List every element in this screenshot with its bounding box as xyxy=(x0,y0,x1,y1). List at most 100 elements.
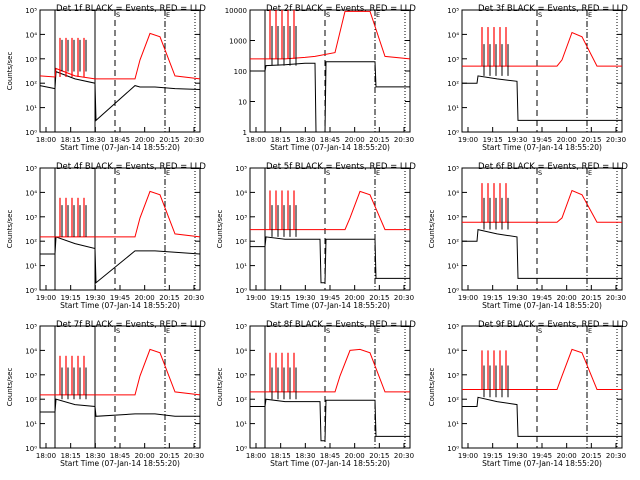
x-tick-label: 20:30 xyxy=(184,136,204,144)
y-tick-label: 10³ xyxy=(447,56,459,64)
x-tick-label: 18:30 xyxy=(85,136,105,144)
x-tick-label: 20:15 xyxy=(581,294,601,302)
y-tick-label: 10¹ xyxy=(447,421,459,429)
marker-label: S xyxy=(538,327,542,335)
x-tick-label: 20:00 xyxy=(557,452,577,460)
lld-series-line xyxy=(250,348,410,393)
y-tick-label: 10⁴ xyxy=(447,347,459,355)
plot-frame xyxy=(461,9,623,133)
x-axis-label: Start Time (07-Jan-14 18:55:20) xyxy=(270,143,390,152)
x-tick-label: 19:45 xyxy=(532,136,552,144)
detector-panel: Det 6f BLACK = Events, RED = LLD 10⁰ 10¹ 10… xyxy=(428,162,628,310)
y-tick-label: 10³ xyxy=(447,214,459,222)
x-tick-label: 18:00 xyxy=(36,136,56,144)
marker-label: E xyxy=(166,169,170,177)
detector-panel: Det 2f BLACK = Events, RED = LLD 1 10 100 10… xyxy=(225,4,417,152)
panel-title: Det 5f BLACK = Events, RED = LLD xyxy=(266,162,416,172)
plot-frame xyxy=(249,167,411,291)
y-tick-label: 10² xyxy=(25,238,37,246)
x-tick-label: 19:00 xyxy=(36,294,56,302)
plot-frame xyxy=(249,325,411,449)
detector-panel: Det 4f BLACK = Events, RED = LLD 10⁰ 10¹ 10… xyxy=(6,162,206,310)
x-tick-label: 20:15 xyxy=(581,136,601,144)
x-tick-label: 19:15 xyxy=(483,294,503,302)
plot-frame xyxy=(461,325,623,449)
marker-label: S xyxy=(326,11,330,19)
x-tick-label: 20:30 xyxy=(606,452,626,460)
panel-title: Det 1f BLACK = Events, RED = LLD xyxy=(56,4,206,14)
y-tick-label: 10000 xyxy=(225,7,247,15)
y-tick-label: 10⁴ xyxy=(447,189,459,197)
x-tick-label: 18:00 xyxy=(246,136,266,144)
marker-label: E xyxy=(376,11,380,19)
x-tick-label: 18:30 xyxy=(295,136,315,144)
x-tick-label: 19:45 xyxy=(320,294,340,302)
lld-series-line xyxy=(462,348,622,390)
marker-label: E xyxy=(588,11,592,19)
x-tick-label: 18:15 xyxy=(271,136,291,144)
x-tick-label: 20:30 xyxy=(394,452,414,460)
x-tick-label: 20:00 xyxy=(557,136,577,144)
events-series-line xyxy=(250,236,410,284)
y-tick-label: 10¹ xyxy=(447,263,459,271)
x-tick-label: 20:15 xyxy=(369,452,389,460)
events-series-line xyxy=(39,70,201,122)
y-axis-label: Counts/sec xyxy=(6,52,14,91)
x-tick-label: 20:30 xyxy=(394,294,414,302)
x-tick-label: 19:00 xyxy=(458,452,478,460)
y-tick-label: 10¹ xyxy=(235,421,247,429)
y-tick-label: 10⁵ xyxy=(447,165,459,173)
x-tick-label: 18:45 xyxy=(320,136,340,144)
x-tick-label: 18:45 xyxy=(110,136,130,144)
y-tick-label: 10² xyxy=(25,80,37,88)
x-tick-label: 20:15 xyxy=(159,452,179,460)
panel-title: Det 8f BLACK = Events, RED = LLD xyxy=(266,320,416,330)
x-axis-label: Start Time (07-Jan-14 18:55:20) xyxy=(270,459,390,468)
x-axis-label: Start Time (07-Jan-14 18:55:20) xyxy=(482,301,602,310)
panel-title: Det 7f BLACK = Events, RED = LLD xyxy=(56,320,206,330)
lld-series-line xyxy=(462,31,622,67)
x-tick-label: 20:00 xyxy=(345,136,365,144)
y-tick-label: 10⁵ xyxy=(235,323,247,331)
y-tick-label: 10³ xyxy=(25,372,37,380)
marker-label: S xyxy=(538,169,542,177)
y-axis-label: Counts/sec xyxy=(216,210,224,249)
y-tick-label: 10³ xyxy=(25,56,37,64)
y-tick-label: 10² xyxy=(235,238,247,246)
events-series-line xyxy=(462,228,622,279)
x-axis-label: Start Time (07-Jan-14 18:55:20) xyxy=(482,459,602,468)
y-tick-label: 10² xyxy=(447,80,459,88)
y-tick-label: 10⁰ xyxy=(235,287,247,295)
detector-panel: Det 1f BLACK = Events, RED = LLD 10⁰ 10¹ 10… xyxy=(6,4,206,152)
y-axis-label: Counts/sec xyxy=(6,210,14,249)
x-tick-label: 19:30 xyxy=(507,294,527,302)
y-tick-label: 10⁴ xyxy=(235,347,247,355)
x-tick-label: 20:30 xyxy=(606,136,626,144)
marker-label: E xyxy=(376,327,380,335)
y-axis-label: Counts/sec xyxy=(216,368,224,407)
x-tick-label: 20:00 xyxy=(345,452,365,460)
marker-label: S xyxy=(116,327,120,335)
x-tick-label: 20:00 xyxy=(135,136,155,144)
y-tick-label: 10⁵ xyxy=(25,7,37,15)
marker-label: S xyxy=(116,11,120,19)
lld-series-line xyxy=(250,10,411,60)
x-tick-label: 20:30 xyxy=(184,452,204,460)
x-tick-label: 18:30 xyxy=(295,452,315,460)
y-tick-label: 10¹ xyxy=(447,105,459,113)
events-series-line xyxy=(250,61,410,133)
y-tick-label: 10⁰ xyxy=(447,445,459,453)
x-tick-label: 19:30 xyxy=(295,294,315,302)
y-tick-label: 10⁴ xyxy=(235,189,247,197)
y-tick-label: 10⁰ xyxy=(447,129,459,137)
events-series-line xyxy=(40,398,200,417)
y-tick-label: 1000 xyxy=(229,38,247,46)
y-axis-label: Counts/sec xyxy=(428,210,436,249)
lld-series-line xyxy=(40,190,201,238)
y-tick-label: 10⁰ xyxy=(25,129,37,137)
x-tick-label: 20:00 xyxy=(557,294,577,302)
x-tick-label: 19:15 xyxy=(483,452,503,460)
plot-frame xyxy=(39,325,201,449)
panel-title: Det 6f BLACK = Events, RED = LLD xyxy=(478,162,628,172)
x-tick-label: 20:30 xyxy=(394,136,414,144)
